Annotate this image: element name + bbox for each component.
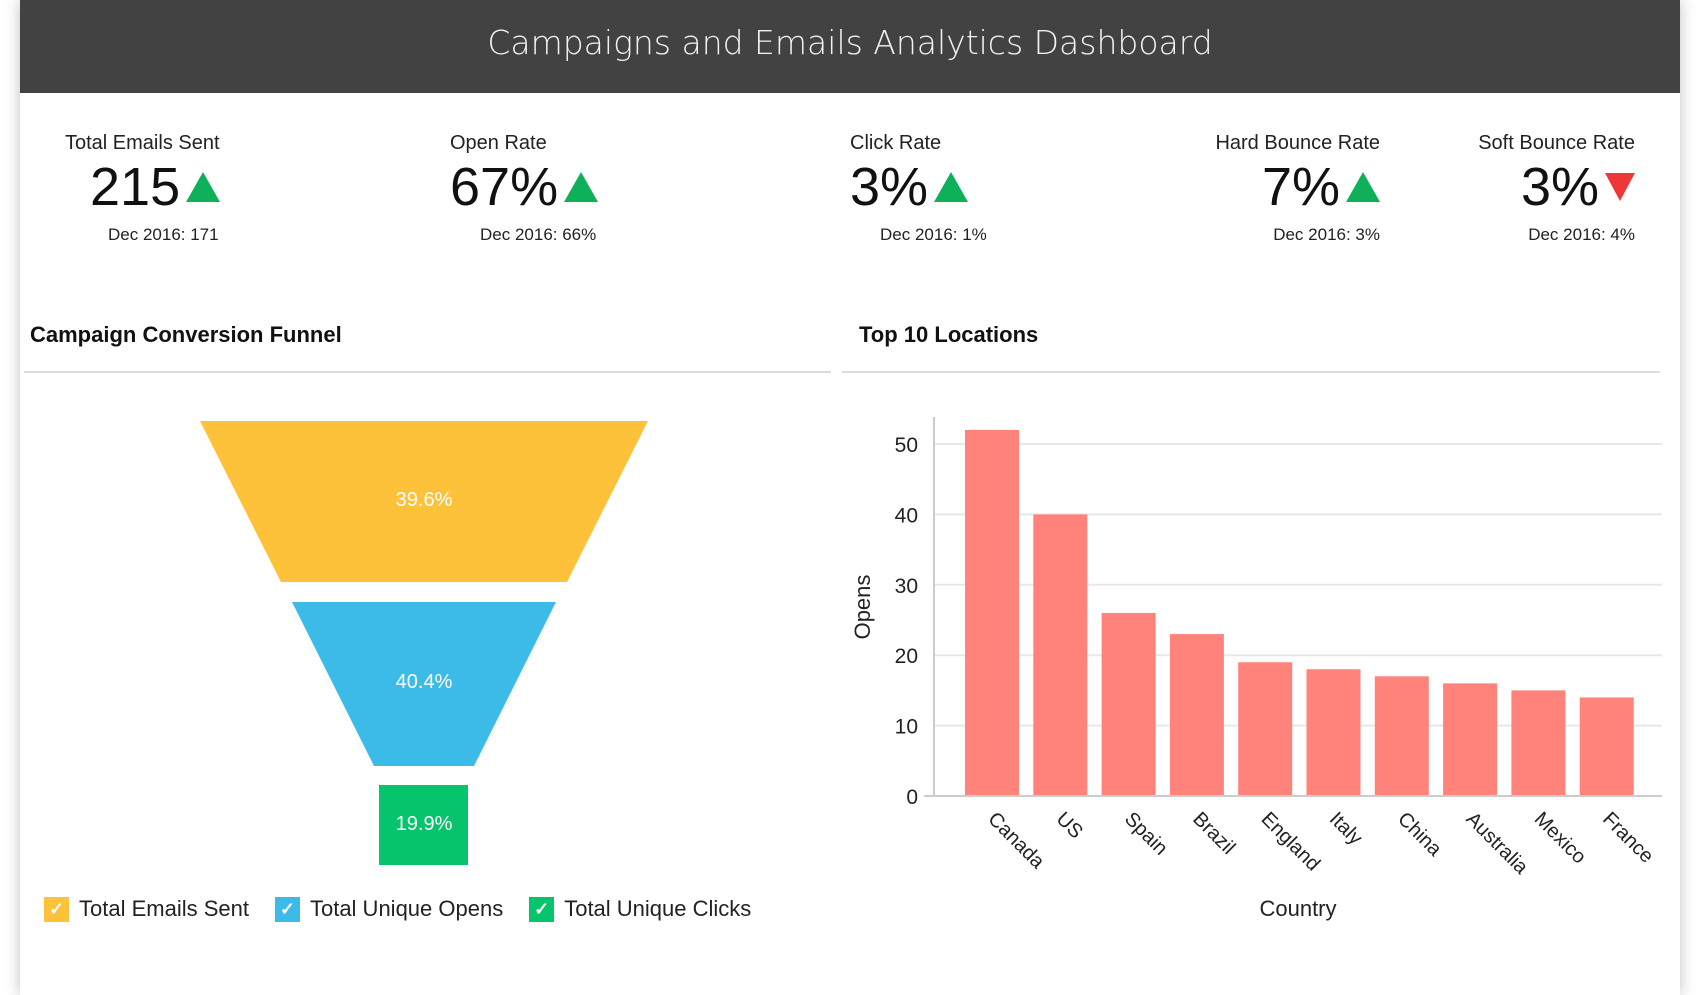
kpi-previous: Dec 2016: 66% [480,225,597,244]
x-tick-label: Australia [1462,808,1533,879]
kpi-card: Hard Bounce Rate 7% Dec 2016: 3% [1140,132,1380,245]
divider [24,371,831,373]
funnel-stage-label: 39.6% [396,489,453,511]
y-tick-label: 30 [895,575,918,598]
y-tick-label: 20 [895,645,918,668]
divider [842,371,1660,373]
kpi-label: Total Emails Sent [65,132,220,154]
trend-up-icon [934,172,969,202]
legend-label: Total Emails Sent [79,896,249,921]
checkbox-icon[interactable]: ✓ [529,896,555,922]
legend-item-emails-sent[interactable]: ✓ Total Emails Sent [44,896,249,922]
dashboard-title: Campaigns and Emails Analytics Dashboard [20,0,1680,93]
funnel-stage-label: 19.9% [396,813,453,835]
funnel-stage-label: 40.4% [396,671,453,693]
x-tick-label: France [1598,808,1658,868]
bar-england[interactable] [1238,662,1293,796]
kpi-value: 3% [850,157,929,217]
bar-italy[interactable] [1306,669,1361,796]
kpi-label: Open Rate [450,132,547,154]
legend-item-unique-clicks[interactable]: ✓ Total Unique Clicks [529,896,751,922]
kpi-card: Open Rate 67% Dec 2016: 66% [450,132,700,245]
kpi-value: 3% [1520,157,1599,217]
kpi-previous: Dec 2016: 4% [1528,225,1635,244]
x-tick-label: Brazil [1188,808,1239,859]
x-tick-label: England [1257,808,1324,875]
funnel-stage-1[interactable] [200,421,648,582]
kpi-value: 67% [450,157,559,217]
x-tick-label: China [1393,808,1446,861]
x-tick-label: Canada [983,808,1049,874]
funnel-legend: ✓ Total Emails Sent ✓ Total Unique Opens ✓… [44,896,751,922]
legend-item-unique-opens[interactable]: ✓ Total Unique Opens [274,896,504,922]
bar-spain[interactable] [1101,612,1156,796]
kpi-label: Soft Bounce Rate [1478,132,1635,154]
kpi-value: 215 [90,157,181,217]
kpi-card: Soft Bounce Rate 3% Dec 2016: 4% [1395,132,1635,245]
y-tick-label: 10 [895,716,918,739]
x-tick-label: US [1052,808,1087,843]
y-tick-label: 50 [895,434,918,457]
y-tick-label: 0 [906,786,918,809]
trend-up-icon [1346,172,1380,202]
trend-down-icon [1605,173,1635,201]
kpi-label: Click Rate [850,132,942,154]
kpi-value: 7% [1261,157,1340,217]
x-tick-label: Mexico [1530,808,1590,868]
legend-label: Total Unique Clicks [564,896,752,921]
bar-france[interactable] [1579,697,1634,796]
checkbox-icon[interactable]: ✓ [274,896,300,922]
bar-brazil[interactable] [1169,634,1224,796]
kpi-card: Total Emails Sent 215 Dec 2016: 171 [65,132,315,245]
kpi-previous: Dec 2016: 1% [880,225,987,244]
x-tick-label: Spain [1120,808,1172,860]
bar-china[interactable] [1374,676,1429,796]
kpi-previous: Dec 2016: 3% [1273,225,1380,244]
bar-australia[interactable] [1443,683,1498,796]
locations-title: Top 10 Locations [859,322,1039,347]
y-axis-label: Opens [850,575,875,640]
bar-us[interactable] [1033,514,1088,796]
trend-up-icon [564,172,599,202]
kpi-previous: Dec 2016: 171 [108,225,219,244]
funnel-stage-3[interactable] [379,785,468,865]
checkbox-icon[interactable]: ✓ [44,896,69,922]
kpi-card: Click Rate 3% Dec 2016: 1% [850,132,1100,245]
legend-label: Total Unique Opens [309,896,504,921]
trend-up-icon [186,172,221,202]
bar-mexico[interactable] [1511,690,1566,796]
bar-canada[interactable] [965,429,1019,796]
y-tick-label: 40 [895,504,918,527]
funnel-title: Campaign Conversion Funnel [30,322,342,347]
kpi-label: Hard Bounce Rate [1215,132,1380,154]
funnel-stage-2[interactable] [292,602,556,766]
x-axis-label: Country [1259,896,1336,921]
x-tick-label: Italy [1325,808,1366,849]
